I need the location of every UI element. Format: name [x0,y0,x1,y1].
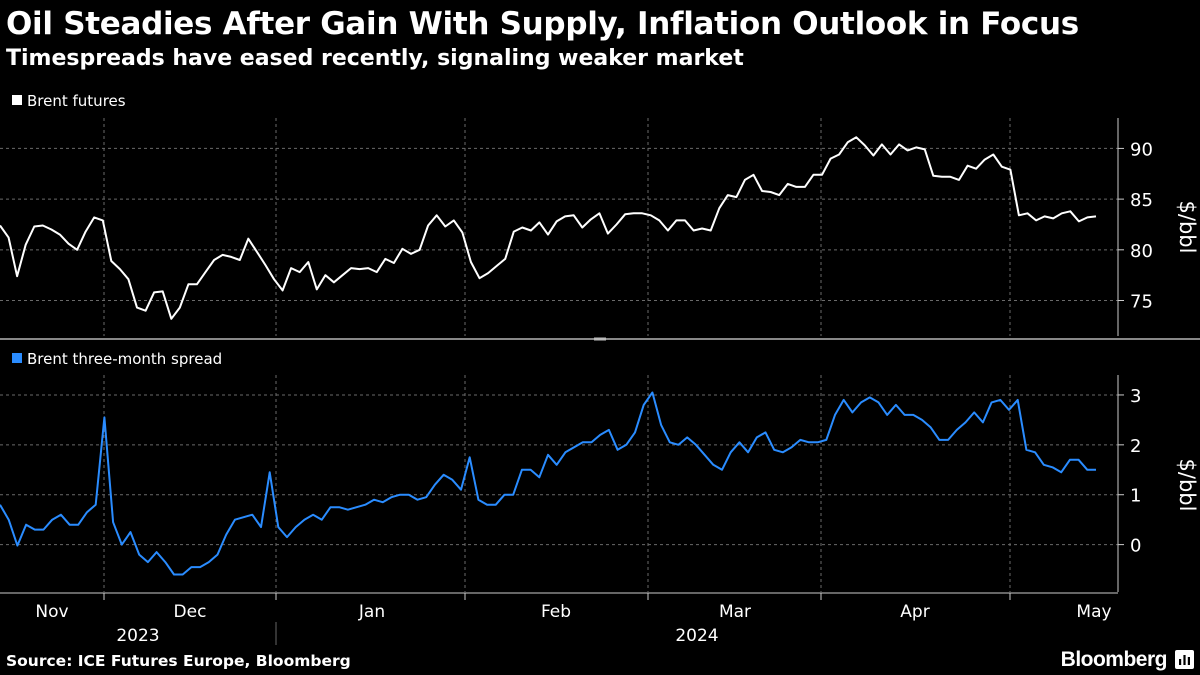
spread-y-tick-label: 0 [1130,536,1141,557]
futures-line[interactable] [0,136,1097,320]
x-tick-label-may: May [1076,602,1111,622]
futures-legend-swatch [12,95,22,105]
source-note: Source: ICE Futures Europe, Bloomberg [6,652,351,670]
chart-title: Oil Steadies After Gain With Supply, Inf… [6,6,1079,42]
x-ticks: Nov Dec Jan Feb Mar Apr May [35,593,1112,622]
x-tick-label-jan: Jan [358,602,385,622]
bloomberg-logo: Bloomberg [1060,648,1168,671]
futures-y-ticks: 75 80 85 90 [1118,139,1153,313]
futures-y-axis-label: $/bbl [1175,201,1199,254]
futures-legend-label[interactable]: Brent futures [27,92,126,110]
futures-y-tick-label: 75 [1130,292,1153,313]
futures-y-tick-label: 80 [1130,241,1153,262]
month-gridlines [103,118,1011,592]
x-tick-label-nov: Nov [35,602,68,622]
spread-y-tick-label: 3 [1130,386,1141,407]
futures-gridlines [0,147,1118,302]
spread-y-axis-label: $/bbl [1175,459,1199,512]
x-tick-label-mar: Mar [719,602,751,622]
x-tick-label-feb: Feb [541,602,571,622]
chart-subtitle: Timespreads have eased recently, signali… [6,46,744,71]
year-label-2023: 2023 [116,626,159,646]
x-tick-label-dec: Dec [174,602,207,622]
spread-gridlines [0,394,1118,546]
bloomberg-chart-icon [1175,650,1194,669]
spread-legend-swatch [12,353,22,363]
year-label-2024: 2024 [675,626,718,646]
spread-line[interactable] [0,391,1096,576]
spread-y-ticks: 0 1 2 3 [1118,386,1141,557]
spread-legend-label[interactable]: Brent three-month spread [27,350,222,368]
spread-y-tick-label: 2 [1130,436,1141,457]
x-tick-label-apr: Apr [900,602,929,622]
futures-y-tick-label: 85 [1130,190,1153,211]
spread-y-tick-label: 1 [1130,486,1141,507]
futures-y-tick-label: 90 [1130,139,1153,160]
